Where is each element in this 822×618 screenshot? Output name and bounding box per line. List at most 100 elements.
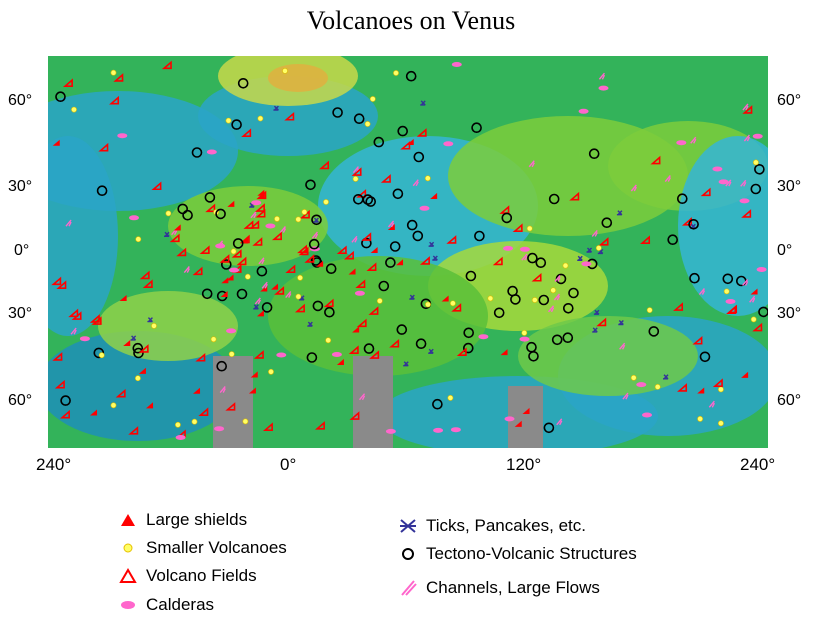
volcano-field-marker [128, 426, 139, 435]
terrain-patch [268, 256, 488, 376]
tick-pancake-marker [432, 255, 438, 261]
volcano-field-marker [52, 352, 63, 361]
legend-label: Smaller Volcanoes [146, 538, 287, 557]
lat-label-right-60s: 60° [777, 392, 802, 409]
channel-marker [553, 293, 561, 301]
large-shield-marker [697, 387, 705, 394]
channel-marker [183, 266, 190, 274]
caldera-marker [214, 426, 225, 432]
tectono-volcanic-marker [312, 300, 324, 312]
tick-pancake-marker [403, 361, 409, 367]
volcano-field-marker [284, 111, 295, 121]
legend-channels: Channels, Large Flows [398, 576, 600, 600]
legend-ticks-pancakes: Ticks, Pancakes, etc. [398, 514, 586, 538]
channel-marker [556, 418, 563, 426]
channel-marker [622, 392, 629, 400]
volcano-field-marker [298, 246, 309, 256]
small-volcano-marker [425, 301, 431, 308]
volcano-field-marker [727, 304, 738, 314]
tectono-volcanic-marker [667, 234, 679, 245]
volcano-field-marker [351, 167, 362, 176]
tectono-volcanic-marker [353, 113, 365, 125]
small-volcano-marker [352, 176, 359, 182]
tectono-volcanic-marker [311, 214, 322, 226]
lon-label-240-left: 240° [36, 455, 72, 474]
large-shield-marker [52, 139, 60, 146]
small-volcano-marker [174, 421, 181, 428]
tick-pancake-marker [577, 255, 583, 261]
volcano-field-marker [343, 250, 354, 260]
volcano-field-marker [361, 232, 372, 241]
caldera-marker [419, 205, 430, 211]
legend-label: Tectono-Volcanic Structures [426, 544, 637, 563]
volcano-field-marker [692, 335, 703, 345]
small-volcano-marker [71, 106, 77, 113]
tectono-volcanic-marker [216, 360, 227, 372]
tectono-volcanic-marker [474, 230, 485, 242]
volcano-field-marker [531, 272, 542, 282]
channel-marker [216, 240, 224, 248]
tectono-volcanic-marker [133, 347, 144, 359]
caldera-marker [642, 412, 652, 418]
large-shield-marker [138, 367, 146, 374]
tick-pancake-marker [307, 321, 313, 327]
channel-marker [358, 393, 366, 401]
volcano-field-marker [314, 421, 325, 430]
caldera-marker [251, 200, 262, 206]
small-volcano-marker [424, 175, 431, 182]
venus-volcano-map [48, 56, 768, 448]
tectono-volcanic-marker [432, 398, 443, 410]
small-volcano-marker [242, 418, 249, 425]
small-volcano-marker [526, 225, 533, 232]
volcano-field-marker [419, 256, 430, 265]
lat-label-right-30n: 30° [777, 178, 802, 195]
tectono-volcanic-marker [588, 148, 600, 159]
tectono-volcanic-marker [397, 125, 409, 137]
volcano-field-marker [59, 409, 70, 419]
tectono-volcanic-marker [507, 285, 518, 297]
caldera-marker [598, 85, 609, 91]
small-volcano-marker [654, 383, 661, 390]
volcano-field-marker [262, 422, 273, 431]
tectono-volcanic-marker [362, 194, 374, 205]
small-volcano-marker [750, 316, 757, 323]
caldera-marker [229, 267, 239, 273]
large-shield-marker [430, 192, 438, 199]
volcano-field-marker [348, 345, 359, 354]
tectono-volcanic-marker [236, 288, 248, 300]
volcano-field-marker [380, 174, 391, 183]
volcano-field-marker [400, 140, 411, 150]
tectono-volcanic-marker [306, 352, 318, 363]
caldera-marker [712, 166, 723, 172]
volcano-field-marker [369, 350, 380, 359]
tick-pancake-marker [428, 241, 435, 247]
small-volcano-marker [646, 307, 653, 313]
large-shield-marker [226, 274, 234, 281]
tick-pancake-marker [130, 335, 137, 341]
tectono-volcanic-marker [688, 219, 699, 230]
small-volcano-marker [191, 418, 198, 425]
volcano-field-marker [271, 231, 282, 241]
large-shield-marker [387, 224, 395, 231]
channel-marker [554, 274, 561, 282]
large-shield-marker [522, 407, 530, 414]
lon-label-240-right: 240° [740, 455, 776, 474]
large-shield-marker [396, 259, 404, 266]
channel-marker [743, 134, 751, 142]
small-volcano-marker [630, 374, 637, 381]
caldera-marker [451, 62, 462, 67]
large-shield-marker [271, 283, 279, 290]
channel-marker [285, 291, 292, 299]
lat-label-right-30s: 30° [777, 305, 802, 322]
tick-pancake-marker [420, 100, 426, 106]
tectono-volcanic-marker [413, 151, 425, 163]
tick-pancake-marker [313, 217, 319, 223]
small-volcano-marker [295, 293, 302, 300]
caldera-marker [265, 223, 276, 229]
channel-marker [250, 211, 257, 219]
volcano-field-marker [231, 249, 242, 258]
large-shield-marker [750, 288, 758, 295]
volcano-field-marker [219, 254, 230, 263]
tectono-volcanic-marker [465, 270, 477, 282]
channel-marker [725, 179, 732, 187]
